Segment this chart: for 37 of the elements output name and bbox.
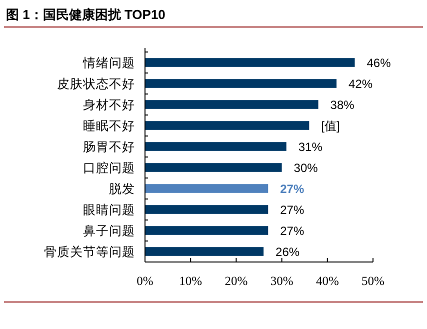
y-tick-label: 鼻子问题 xyxy=(83,224,135,238)
bar xyxy=(145,79,337,88)
y-tick-label: 身材不好 xyxy=(83,98,135,112)
data-label: [值] xyxy=(321,119,340,133)
x-tick-label: 20% xyxy=(224,274,248,288)
data-label: 30% xyxy=(294,161,318,175)
x-tick-label: 50% xyxy=(362,274,384,288)
y-tick-label: 口腔问题 xyxy=(83,161,135,175)
bar xyxy=(145,226,268,235)
y-tick-label: 皮肤状态不好 xyxy=(57,77,135,91)
bar xyxy=(145,247,264,256)
data-label: 31% xyxy=(298,140,323,154)
y-tick-label: 眼睛问题 xyxy=(83,203,135,217)
y-tick-label: 脱发 xyxy=(109,182,135,196)
data-label: 26% xyxy=(276,245,300,259)
bar xyxy=(145,163,282,172)
data-label: 27% xyxy=(280,203,304,217)
bar xyxy=(145,58,355,67)
y-tick-label: 睡眠不好 xyxy=(83,119,135,133)
bar xyxy=(145,142,286,151)
bar xyxy=(145,205,268,214)
y-tick-label: 骨质关节等问题 xyxy=(44,245,135,259)
bar xyxy=(145,100,318,109)
x-tick-label: 10% xyxy=(179,274,202,288)
x-tick-label: 0% xyxy=(136,274,154,288)
y-tick-label: 肠胃不好 xyxy=(83,140,135,154)
data-label: 38% xyxy=(330,98,355,112)
data-label: 27% xyxy=(280,224,304,238)
x-tick-label: 30% xyxy=(270,274,294,288)
data-label: 42% xyxy=(348,77,373,91)
bar xyxy=(145,184,268,193)
y-tick-label: 情绪问题 xyxy=(82,56,135,70)
data-label: 27% xyxy=(280,182,304,196)
data-label: 46% xyxy=(366,56,392,70)
chart-title: 图 1：国民健康困扰 TOP10 xyxy=(6,7,166,22)
x-tick-label: 40% xyxy=(316,274,339,288)
bar xyxy=(145,121,310,130)
